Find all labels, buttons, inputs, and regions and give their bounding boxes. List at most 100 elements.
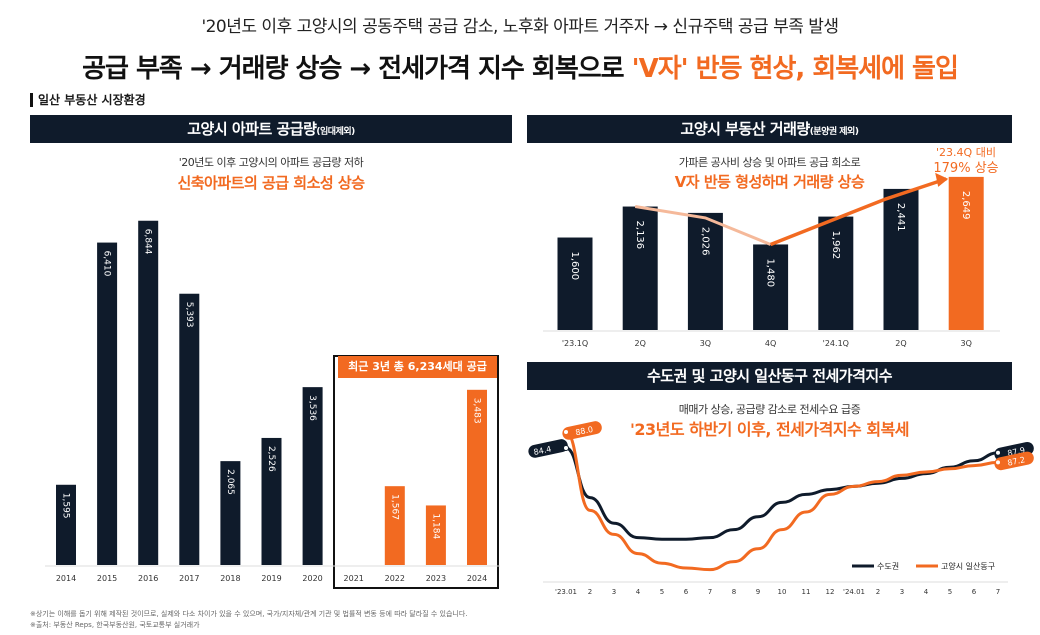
supply-title-text: 고양시 아파트 공급량 xyxy=(187,120,317,138)
jeonse-x-tick: 12 xyxy=(826,588,835,596)
jeonse-index-chart-title: 수도권 및 고양시 일산동구 전세가격지수 xyxy=(527,362,1012,390)
transactions-bar-label: 1,480 xyxy=(765,258,776,287)
supply-title-note: (임대제외) xyxy=(316,127,355,137)
supply-bar-label: 6,844 xyxy=(143,229,153,255)
trend-arrowhead-icon xyxy=(935,172,949,187)
v-trend-up-line xyxy=(769,177,947,247)
supply-chart-title: 고양시 아파트 공급량(임대제외) xyxy=(30,115,512,143)
transactions-bar-label: 1,600 xyxy=(569,252,580,281)
transactions-x-tick: 2Q xyxy=(635,339,646,348)
v-trend-down-line xyxy=(634,205,772,246)
supply-bar-2014 xyxy=(56,484,76,565)
disclaimer-note: ※상기는 이해를 돕기 위해 제작된 것이므로, 실제와 다소 차이가 있을 수… xyxy=(30,610,468,618)
jeonse-x-tick: '24.01 xyxy=(843,588,865,596)
supply-bar-2016 xyxy=(138,220,159,565)
transactions-chart-title: 고양시 부동산 거래량(분양권 제외) xyxy=(527,115,1012,143)
supply-bar-2015 xyxy=(97,242,118,565)
supply-bar-label: 1,184 xyxy=(430,513,440,539)
legend-label-0: 수도권 xyxy=(877,561,899,571)
transactions-title-text: 고양시 부동산 거래량 xyxy=(680,120,811,138)
jeonse-x-tick: 4 xyxy=(924,588,929,596)
jeonse-x-tick: 2 xyxy=(588,588,592,596)
supply-x-tick: 2020 xyxy=(302,574,322,583)
supply-bar-2024 xyxy=(467,389,487,565)
jeonse-x-tick: 9 xyxy=(756,588,760,596)
supply-bar-label: 1,595 xyxy=(61,493,71,519)
transactions-bar-3 xyxy=(753,244,789,330)
supply-bar-2017 xyxy=(179,293,200,565)
jeonse-headline: '23년도 하반기 이후, 전세가격지수 회복세 xyxy=(629,420,910,439)
supply-x-tick: 2023 xyxy=(426,574,446,583)
jeonse-x-tick: 6 xyxy=(684,588,689,596)
transactions-x-tick: 3Q xyxy=(961,339,972,348)
transactions-subtitle: 가파른 공사비 상승 및 아파트 공급 희소로 xyxy=(678,156,861,169)
supply-x-tick: 2019 xyxy=(261,574,281,583)
transactions-bar-label: 2,136 xyxy=(634,221,645,250)
supply-bar-label: 6,410 xyxy=(102,251,112,277)
supply-bar-label: 3,483 xyxy=(472,398,482,424)
transactions-x-tick: 4Q xyxy=(765,339,776,348)
supply-bar-2023 xyxy=(425,505,446,565)
start-label-pill xyxy=(562,421,602,440)
end-value-label: 87.2 xyxy=(1007,455,1026,468)
transactions-bar-6 xyxy=(948,176,984,330)
start-value-label: 84.4 xyxy=(533,444,552,457)
supply-subtitle: '20년도 이후 고양시의 아파트 공급량 저하 xyxy=(178,156,364,169)
section-title: 일산 부동산 시장환경 xyxy=(30,93,146,107)
start-value-label: 88.0 xyxy=(575,425,594,438)
transactions-x-tick: 2Q xyxy=(895,339,906,348)
supply-x-tick: 2024 xyxy=(467,574,487,583)
jeonse-subtitle: 매매가 상승, 공급량 감소로 전세수요 급증 xyxy=(678,403,861,416)
jeonse-x-tick: 11 xyxy=(802,588,811,596)
header-line-1: '20년도 이후 고양시의 공동주택 공급 감소, 노후화 아파트 거주자 → … xyxy=(201,17,839,37)
transactions-bar-label: 2,441 xyxy=(895,203,906,232)
start-label-pill xyxy=(528,439,568,458)
end-label-pill xyxy=(994,441,1034,461)
supply-bar-label: 1,567 xyxy=(389,494,399,520)
jeonse-x-tick: 3 xyxy=(612,588,616,596)
jeonse-x-tick: 8 xyxy=(732,588,736,596)
jeonse-x-tick: 6 xyxy=(972,588,977,596)
transactions-bar-4 xyxy=(818,216,854,330)
supply-x-tick: 2016 xyxy=(138,574,158,583)
header-accent: 'V자' 반등 현상, 회복세에 돌입 xyxy=(631,54,959,84)
supply-bar-2022 xyxy=(384,486,405,565)
supply-x-tick: 2017 xyxy=(179,574,199,583)
jeonse-x-tick: '23.01 xyxy=(555,588,577,596)
source-note: ※출처: 부동산 Reps, 한국부동산원, 국토교통부 실거래가 xyxy=(30,621,200,629)
transactions-bar-label: 2,649 xyxy=(960,191,971,220)
end-label-pill xyxy=(994,451,1034,471)
supply-x-tick: 2014 xyxy=(56,574,76,583)
jeonse-x-tick: 4 xyxy=(636,588,641,596)
recent-3-years-label: 최근 3년 총 6,234세대 공급 xyxy=(338,356,497,378)
transactions-bar-label: 2,026 xyxy=(699,227,710,256)
transactions-title-note: (분양권 제외) xyxy=(809,127,859,137)
legend-label-1: 고양시 일산동구 xyxy=(941,561,995,571)
transactions-x-tick: 3Q xyxy=(700,339,711,348)
jeonse-x-tick: 10 xyxy=(778,588,787,596)
transactions-bar-5 xyxy=(883,188,919,330)
header-line-2: 공급 부족 → 거래량 상승 → 전세가격 지수 회복으로 'V자' 반등 현상… xyxy=(0,48,1040,85)
growth-annotation-1: '23.4Q 대비 xyxy=(936,146,996,159)
end-point-marker xyxy=(995,449,1001,456)
jeonse-x-tick: 3 xyxy=(900,588,904,596)
supply-x-tick: 2018 xyxy=(220,574,240,583)
supply-bar-2020 xyxy=(302,387,323,565)
growth-annotation-2: 179% 상승 xyxy=(933,161,998,176)
transactions-x-tick: '23.1Q xyxy=(562,339,588,348)
transactions-x-tick: '24.1Q xyxy=(823,339,849,348)
end-point-marker xyxy=(995,459,1001,466)
supply-bar-label: 3,536 xyxy=(307,395,317,421)
jeonse-x-tick: 7 xyxy=(708,588,712,596)
transactions-bar-2 xyxy=(687,212,723,330)
transactions-bar-label: 1,962 xyxy=(830,231,841,260)
transactions-headline: V자 반등 형성하며 거래량 상승 xyxy=(674,173,865,191)
jeonse-line-1 xyxy=(565,430,999,572)
transactions-bar-0 xyxy=(557,237,593,330)
start-point-marker xyxy=(563,429,569,435)
supply-bar-2019 xyxy=(261,437,282,565)
header-main: 공급 부족 → 거래량 상승 → 전세가격 지수 회복으로 xyxy=(82,54,632,84)
jeonse-line-0 xyxy=(565,446,999,541)
start-point-marker xyxy=(563,445,569,451)
